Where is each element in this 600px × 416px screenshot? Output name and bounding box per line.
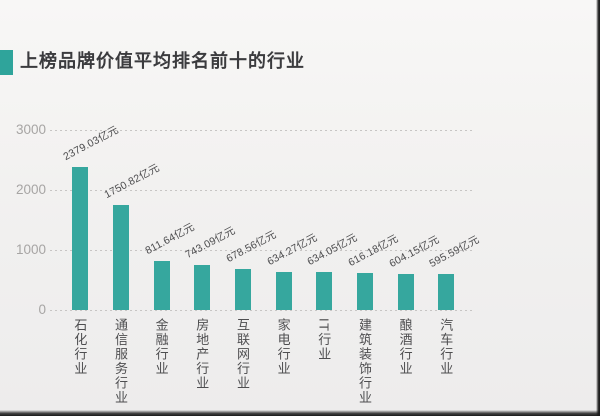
bar: [316, 271, 333, 310]
x-axis-category-label: 房地产行业: [194, 318, 210, 391]
bar: [397, 273, 414, 310]
bar: [275, 271, 292, 310]
y-axis-tick: 0: [38, 302, 46, 317]
y-axis-tick: 1000: [15, 242, 46, 257]
bar: [194, 265, 211, 310]
gridline-2000: [50, 189, 474, 191]
gridline-0: [50, 309, 474, 311]
x-axis-category-label: IT行业: [316, 318, 332, 362]
bar: [234, 269, 251, 310]
photo-edge-right: [596, 0, 600, 416]
bar-value-label: 1750.82亿元: [102, 161, 162, 201]
bar: [356, 273, 373, 310]
y-axis-tick: 2000: [15, 182, 46, 197]
bar: [438, 274, 455, 310]
title-accent-square: [0, 50, 13, 75]
x-axis-category-label: 汽车行业: [438, 318, 454, 376]
photo-edge-bottom: [0, 410, 600, 416]
bar: [112, 204, 129, 310]
x-axis-category-label: 互联网行业: [234, 318, 250, 391]
x-axis-category-label: 通信服务行业: [112, 318, 128, 405]
bar: [153, 261, 170, 310]
y-axis-tick: 3000: [15, 122, 46, 137]
x-axis-category-label: 家电行业: [275, 318, 291, 376]
x-axis-category-label: 酿酒行业: [397, 318, 413, 376]
gridline-3000: [50, 129, 474, 131]
x-axis-category-label: 石化行业: [72, 318, 88, 376]
x-axis-category-label: 金融行业: [153, 318, 169, 376]
x-axis-category-label: 建筑装饰行业: [356, 318, 372, 405]
page-title: 上榜品牌价值平均排名前十的行业: [20, 51, 305, 71]
gridline-1000: [50, 249, 474, 251]
bar: [72, 167, 89, 310]
